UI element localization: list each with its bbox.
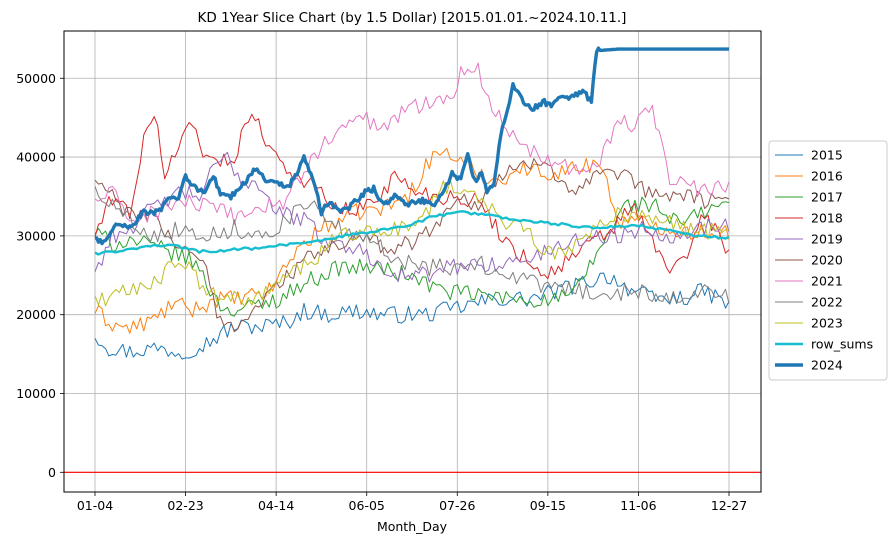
x-tick-label: 07-26 [439, 498, 475, 513]
x-tick-label: 12-27 [711, 498, 747, 513]
series-line-2020 [94, 158, 730, 333]
series-line-2019 [94, 151, 730, 283]
x-axis-label: Month_Day [377, 519, 448, 534]
legend-label: 2016 [811, 169, 843, 184]
legend-label: 2018 [811, 211, 843, 226]
chart-title: KD 1Year Slice Chart (by 1.5 Dollar) [20… [198, 10, 627, 26]
y-tick-label: 20000 [16, 307, 56, 322]
y-tick-label: 0 [48, 465, 56, 480]
x-tick-label: 01-04 [77, 498, 113, 513]
x-tick-label: 06-05 [349, 498, 385, 513]
series-line-2018 [94, 113, 730, 280]
legend-label: 2023 [811, 316, 843, 331]
x-tick-label: 04-14 [258, 498, 294, 513]
series-line-2023 [94, 179, 730, 307]
plot-frame [63, 30, 762, 493]
y-tick-label: 50000 [16, 71, 56, 86]
y-tick-label: 10000 [16, 386, 56, 401]
y-tick-label: 40000 [16, 150, 56, 165]
series-line-2021 [94, 62, 730, 225]
legend-label: 2022 [811, 295, 843, 310]
legend-label: 2015 [811, 148, 843, 163]
legend-label: 2019 [811, 232, 843, 247]
y-axis-ticks: 0 10000 20000 30000 40000 50000 [16, 71, 64, 480]
series-line-2015 [94, 272, 730, 360]
legend-label: 2017 [811, 190, 843, 205]
legend-box [768, 140, 888, 381]
legend-label: 2024 [811, 358, 843, 373]
y-tick-label: 30000 [16, 228, 56, 243]
legend: 2015 2016 2017 2018 2019 2020 2021 2022 2023 row_… [768, 140, 888, 381]
series-line-2016 [94, 147, 730, 334]
legend-label: 2020 [811, 253, 843, 268]
x-tick-label: 02-23 [167, 498, 203, 513]
series-line-2017 [94, 196, 730, 317]
series-line-2024 [94, 46, 729, 246]
x-axis-ticks: 01-04 02-23 04-14 06-05 07-26 09-15 11-06 12-27 [77, 492, 747, 513]
x-tick-label: 11-06 [620, 498, 656, 513]
series-line-2022 [94, 186, 730, 304]
legend-label: 2021 [811, 274, 843, 289]
legend-label: row_sums [811, 337, 873, 352]
series-line-row_sums [94, 210, 730, 256]
series-lines [94, 46, 730, 360]
x-tick-label: 09-15 [530, 498, 566, 513]
gridlines [64, 31, 761, 492]
